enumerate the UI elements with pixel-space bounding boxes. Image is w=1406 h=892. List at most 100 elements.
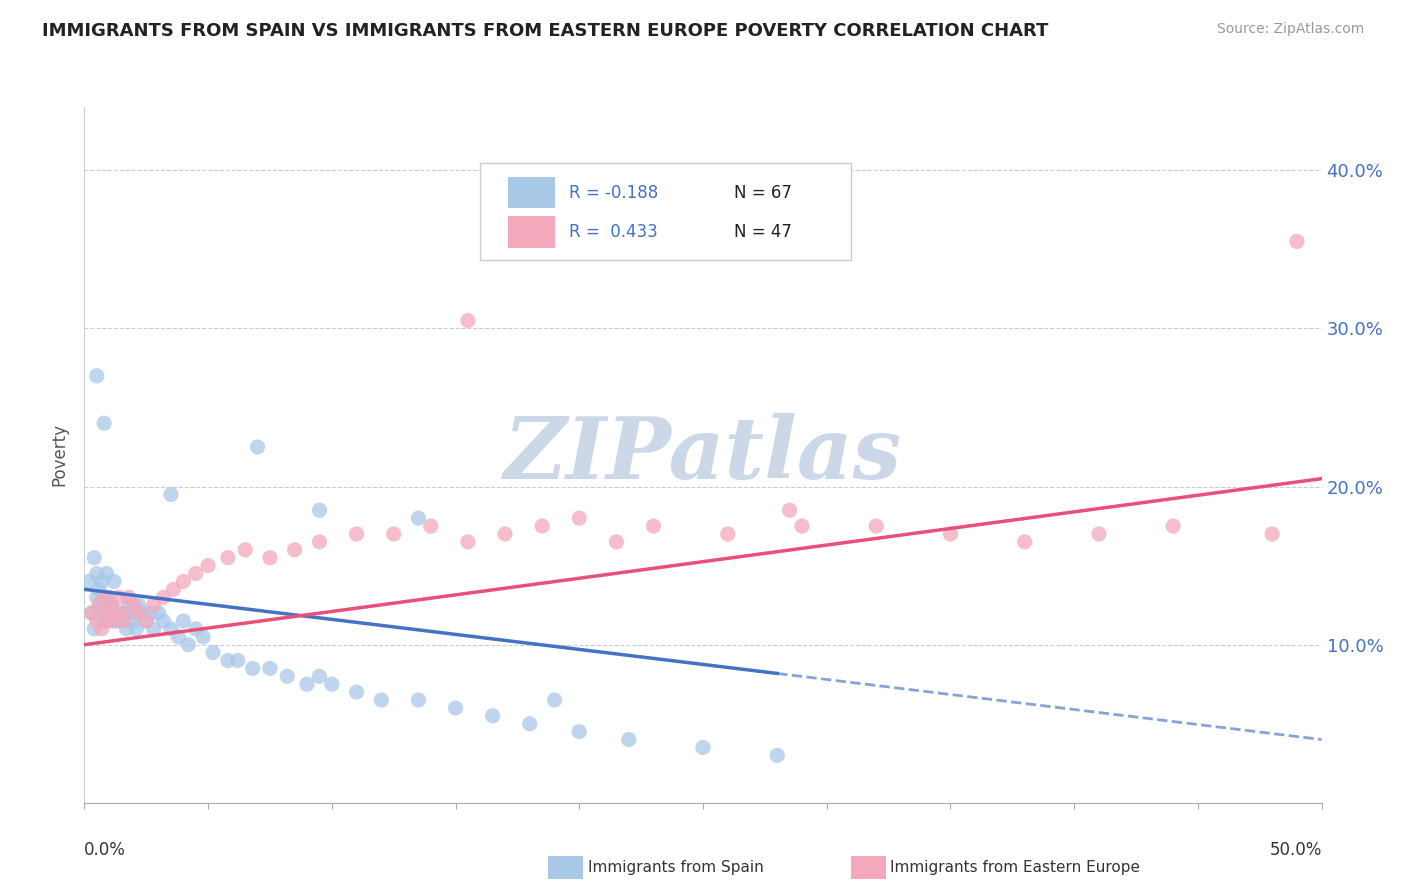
Point [226,653,249,667]
Point [568,724,591,739]
FancyBboxPatch shape [481,162,852,260]
Point [766,748,789,763]
Point [382,527,405,541]
Point [202,646,225,660]
Point [246,440,269,454]
Point [148,606,170,620]
Point [96,606,118,620]
Text: 0.0%: 0.0% [84,841,127,859]
Point [98,591,121,605]
Point [160,487,183,501]
Point [605,534,627,549]
Point [98,606,121,620]
Point [494,527,516,541]
Point [191,630,214,644]
Point [96,614,118,628]
Text: R =  0.433: R = 0.433 [569,223,658,241]
Point [152,591,174,605]
Point [519,716,541,731]
Point [308,534,330,549]
Point [142,622,165,636]
Point [96,566,118,581]
Point [284,542,307,557]
Point [692,740,714,755]
Text: Source: ZipAtlas.com: Source: ZipAtlas.com [1216,22,1364,37]
Bar [508,177,554,209]
Point [89,598,111,612]
Point [110,614,132,628]
Point [112,606,135,620]
Point [79,574,101,589]
Point [152,614,174,628]
Point [276,669,298,683]
Point [93,614,115,628]
Point [1088,527,1111,541]
Point [108,606,131,620]
Text: Immigrants from Eastern Europe: Immigrants from Eastern Europe [890,860,1140,874]
Point [89,598,111,612]
Point [408,693,430,707]
Point [122,598,145,612]
Text: 50.0%: 50.0% [1270,841,1322,859]
Point [617,732,640,747]
Point [89,582,111,597]
Point [135,614,157,628]
Text: Immigrants from Spain: Immigrants from Spain [588,860,763,874]
Point [98,614,121,628]
Point [80,606,103,620]
Point [93,591,115,605]
Point [80,606,103,620]
Text: N = 67: N = 67 [734,184,792,202]
Point [83,622,105,636]
Point [128,598,150,612]
Point [118,591,141,605]
Point [457,313,479,327]
Point [1285,235,1308,249]
Point [217,653,239,667]
Point [321,677,343,691]
Point [172,614,194,628]
Point [160,622,183,636]
Point [162,582,184,597]
Point [346,527,368,541]
Point [90,606,112,620]
Point [217,550,239,565]
Point [346,685,368,699]
Point [457,534,479,549]
Point [308,669,330,683]
Point [90,574,112,589]
Point [370,693,392,707]
Point [142,598,165,612]
Point [93,417,115,431]
Point [172,574,194,589]
Point [90,622,112,636]
Point [120,606,142,620]
Point [86,368,108,383]
Point [295,677,318,691]
Point [481,708,503,723]
Point [184,566,207,581]
Point [197,558,219,573]
Bar [508,216,554,248]
Point [103,606,125,620]
Point [100,598,122,612]
Point [408,511,430,525]
Point [1161,519,1184,533]
Y-axis label: Poverty: Poverty [51,424,69,486]
Point [115,622,138,636]
Point [112,614,135,628]
Point [103,614,125,628]
Point [419,519,441,533]
Point [86,591,108,605]
Text: IMMIGRANTS FROM SPAIN VS IMMIGRANTS FROM EASTERN EUROPE POVERTY CORRELATION CHAR: IMMIGRANTS FROM SPAIN VS IMMIGRANTS FROM… [42,22,1049,40]
Point [125,622,148,636]
Point [110,606,132,620]
Point [86,614,108,628]
Point [167,630,190,644]
Point [129,606,152,620]
Point [128,606,150,620]
Point [103,574,125,589]
Point [141,606,163,620]
Point [86,566,108,581]
Text: R = -0.188: R = -0.188 [569,184,658,202]
